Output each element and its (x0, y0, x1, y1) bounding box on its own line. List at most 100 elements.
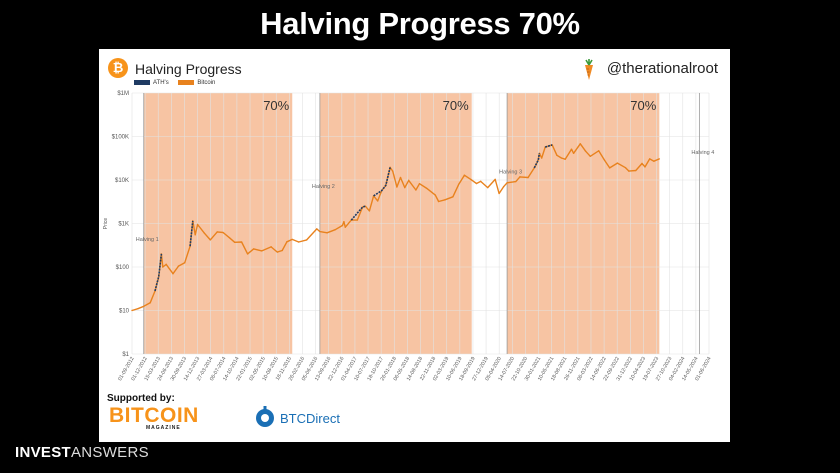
sponsor-label: Supported by: (107, 393, 175, 404)
bitcoin-price-point (463, 174, 466, 176)
bitcoin-price-point (270, 246, 272, 248)
bitcoin-price-point (137, 307, 139, 310)
bitcoin-price-point (515, 180, 517, 183)
bitcoin-price-point (162, 266, 164, 268)
y-tick-label: $1K (118, 222, 129, 228)
bitcoin-price-point (589, 155, 591, 158)
bitcoin-logo-icon: ₿ (108, 58, 128, 78)
bitcoin-price-point (316, 228, 318, 230)
bitcoin-price-point (564, 158, 566, 160)
bitcoin-price-point (407, 179, 410, 182)
author-handle: @therationalroot (606, 60, 718, 77)
bitcoin-price-point (624, 166, 627, 169)
bitcoin-price-point (658, 158, 661, 160)
bitcoin-price-point (228, 237, 231, 239)
bitcoin-price-point (399, 176, 402, 179)
bitcoin-price-point (233, 241, 236, 243)
bitcoin-price-point (458, 183, 460, 185)
bitcoin-price-point (494, 178, 496, 181)
bitcoin-price-point (527, 176, 529, 179)
bitcoin-price-point (604, 159, 606, 162)
bitcoin-price-point (286, 241, 288, 243)
ath-segment (189, 220, 194, 247)
bitcoin-price-point (165, 263, 167, 266)
bitcoin-price-point (377, 200, 379, 202)
bitcoin-price-point (343, 220, 345, 223)
y-tick-label: $1 (122, 352, 129, 358)
bitcoin-price-point (196, 223, 199, 226)
bitcoin-price-point (444, 199, 446, 201)
footer-brand-bold: INVEST (15, 444, 71, 461)
btcdirect-icon (256, 406, 274, 427)
bitcoin-price-point (475, 182, 478, 185)
halving-label: Halving 3 (499, 170, 522, 176)
y-tick-label: $10K (115, 178, 129, 184)
bitcoin-price-point (396, 186, 398, 188)
bitcoin-price-point (506, 182, 508, 184)
bitcoin-price-point (572, 152, 575, 155)
bitcoin-price-point (418, 183, 421, 185)
bitcoin-magazine-logo[interactable]: BITCOIN (109, 404, 199, 427)
bitcoin-price-point (437, 200, 440, 203)
chart-legend: ATH's Bitcoin (134, 80, 223, 86)
bitcoin-price-point (540, 157, 543, 159)
carrot-icon (585, 59, 593, 80)
legend-label-bitcoin: Bitcoin (197, 80, 216, 87)
bitcoin-price-point (391, 170, 394, 172)
bitcoin-price-point (635, 169, 637, 172)
bitcoin-price-point (425, 187, 428, 189)
ath-segment (544, 144, 553, 148)
y-tick-label: $1M (117, 91, 129, 97)
bitcoin-price-point (281, 249, 283, 252)
legend-item-ath: ATH's (134, 80, 169, 86)
bitcoin-price-point (203, 232, 206, 234)
bitcoin-price-point (498, 192, 500, 195)
bitcoin-price-point (644, 166, 646, 168)
bitcoin-price-point (608, 167, 611, 169)
y-tick-label: $10 (119, 309, 130, 315)
btcdirect-logo[interactable]: BTCDirect (280, 411, 340, 426)
bitcoin-price-point (556, 154, 558, 156)
bitcoin-price-point (628, 170, 630, 172)
bitcoin-price-point (149, 302, 151, 304)
legend-item-bitcoin: Bitcoin (178, 80, 215, 86)
bitcoin-price-point (653, 160, 655, 162)
bitcoin-price-point (415, 189, 417, 191)
bitcoin-price-point (368, 210, 371, 212)
bitcoin-magazine-sub: MAGAZINE (146, 425, 181, 431)
bitcoin-price-point (584, 150, 587, 152)
bitcoin-price-point (579, 143, 581, 145)
band-progress-label: 70% (443, 98, 469, 113)
bitcoin-price-point (297, 241, 300, 243)
bitcoin-price-point (276, 251, 278, 253)
bitcoin-price-point (172, 273, 174, 275)
y-axis-title: Price (103, 218, 109, 230)
bitcoin-price-point (246, 253, 249, 255)
bitcoin-price-point (487, 186, 489, 189)
chart-title: Halving Progress (135, 61, 242, 77)
bitcoin-price-point (434, 194, 436, 196)
bitcoin-price-point (252, 248, 255, 250)
bitcoin-price-point (194, 234, 196, 236)
bitcoin-price-point (649, 158, 651, 160)
bitcoin-price-point (502, 186, 505, 188)
bitcoin-price-point (479, 180, 482, 183)
bitcoin-price-point (334, 229, 336, 231)
bitcoin-price-point (216, 231, 218, 233)
bitcoin-price-point (326, 232, 328, 234)
halving-label: Halving 1 (136, 237, 159, 243)
ath-segment (154, 253, 163, 292)
bitcoin-price-point (209, 239, 211, 241)
legend-label-ath: ATH's (153, 80, 169, 87)
band-progress-label: 70% (630, 98, 656, 113)
band-progress-label: 70% (263, 98, 289, 113)
bitcoin-price-point (184, 262, 186, 264)
bitcoin-price-point (616, 162, 619, 164)
y-tick-label: $100K (112, 135, 129, 141)
bitcoin-price-point (519, 176, 521, 178)
bitcoin-price-point (131, 309, 133, 312)
bitcoin-price-point (452, 196, 454, 198)
bitcoin-price-point (291, 238, 293, 241)
bitcoin-price-point (305, 239, 308, 241)
bitcoin-price-point (261, 250, 263, 252)
